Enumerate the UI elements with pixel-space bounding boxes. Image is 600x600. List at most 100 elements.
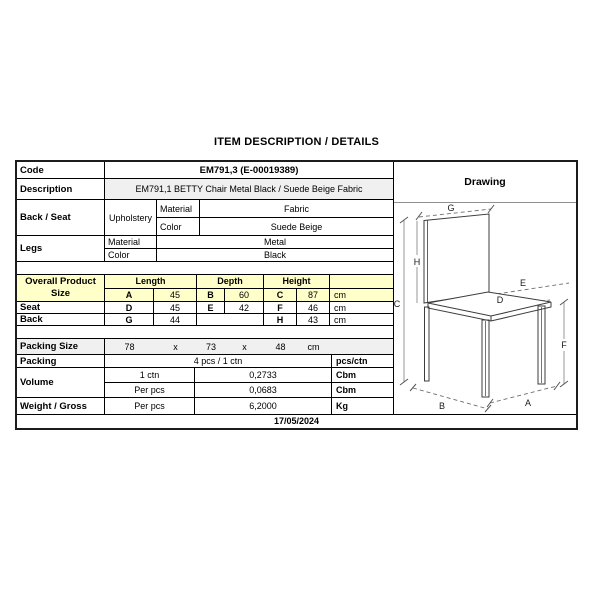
volume-subtable: 1 ctn 0,2733 Cbm Per pcs 0,0683 Cbm: [105, 368, 393, 397]
volume-label: Volume: [17, 368, 105, 397]
weight-unit: Kg: [336, 401, 348, 411]
back-size-row: Back G 44 H 43 cm: [17, 314, 393, 326]
unit-cell: cm: [334, 302, 346, 313]
packing-size-row: Packing Size 78 x 73 x 48 cm: [17, 339, 393, 355]
back-label: Back: [17, 314, 105, 325]
packing-size-x: x: [225, 339, 264, 354]
color-value: Suede Beige: [270, 221, 323, 232]
spacer-row: [17, 326, 393, 339]
spec-table-main: Code EM791,3 (E-00019389) Description EM…: [17, 162, 576, 415]
material-key: Material: [105, 236, 157, 248]
chair-backrest: [423, 213, 490, 304]
size-header-subtable: Length Depth Height A 45 B 60 C 87 cm: [105, 275, 393, 301]
page-title: ITEM DESCRIPTION / DETAILS: [213, 136, 380, 148]
legs-subtable: Material Metal Color Black: [105, 236, 393, 261]
dim-letter: G: [105, 314, 154, 325]
back-seat-color-row: Color Suede Beige: [157, 218, 393, 235]
dim-letter: D: [105, 302, 154, 313]
dim-value: 43: [297, 314, 330, 325]
weight-value: 6,2000: [195, 398, 332, 414]
dim-value: 44: [154, 314, 197, 325]
dim-label-a: A: [525, 398, 531, 408]
volume-pcs-row: Per pcs 0,0683 Cbm: [105, 383, 393, 397]
dim-label-e: E: [520, 278, 526, 288]
upholstery-cell: Upholstery: [105, 200, 157, 235]
date-row: 17/05/2024: [273, 416, 320, 426]
volume-value: 0,2733: [195, 368, 332, 382]
dim-value: 87: [297, 288, 330, 301]
size-dim-header-row: Length Depth Height: [105, 275, 393, 289]
label-bg: [559, 339, 569, 351]
volume-unit: Cbm: [336, 385, 356, 395]
description-value: EM791,1 BETTY Chair Metal Black / Suede …: [105, 179, 393, 199]
dim-label-h: H: [414, 257, 421, 267]
dim-label-f: F: [561, 340, 567, 350]
packing-size-part: 73: [197, 339, 225, 354]
packing-size-part: 78: [105, 339, 154, 354]
volume-rows: Volume 1 ctn 0,2733 Cbm Per pcs 0,0683 C…: [17, 368, 393, 398]
dim-value: 42: [225, 302, 264, 313]
details-section: Code EM791,3 (E-00019389) Description EM…: [17, 162, 394, 414]
legs-material-row: Material Metal: [105, 236, 393, 249]
chair-drawing-svg: G H C E D F A B: [394, 203, 570, 413]
length-header: Length: [105, 275, 197, 288]
seat-label: Seat: [17, 302, 105, 313]
unit-cell: cm: [334, 314, 346, 325]
color-key: Color: [157, 218, 200, 235]
dim-line-e: [489, 282, 570, 296]
dim-label-c: C: [394, 299, 401, 309]
chair-drawing: G H C E D F A B: [394, 203, 576, 414]
packing-size-x: x: [154, 339, 197, 354]
color-value: Black: [263, 250, 286, 260]
packing-label: Packing: [17, 355, 105, 367]
dim-letter: B: [197, 288, 225, 301]
dim-line-c: [399, 216, 409, 386]
drawing-title: Drawing: [394, 162, 576, 203]
back-seat-label: Back / Seat: [17, 200, 105, 235]
dim-label-g: G: [447, 203, 454, 213]
volume-key: 1 ctn: [105, 368, 195, 382]
label-bg: [445, 203, 457, 213]
label-bg: [412, 255, 422, 267]
packing-value: 4 pcs / 1 ctn: [105, 355, 332, 367]
material-value: Fabric: [283, 203, 309, 214]
code-value: EM791,3 (E-00019389): [199, 164, 299, 176]
code-row: Code EM791,3 (E-00019389): [17, 162, 393, 179]
back-seat-row: Back / Seat Upholstery Material Fabric C…: [17, 200, 393, 236]
depth-header: Depth: [197, 275, 264, 288]
volume-value: 0,0683: [195, 383, 332, 397]
dim-label-b: B: [439, 401, 445, 411]
back-seat-material-row: Material Fabric: [157, 200, 393, 218]
dim-value: 46: [297, 302, 330, 313]
dim-value: 60: [225, 288, 264, 301]
size-corner-label: Overall Product Size: [17, 275, 105, 301]
dim-value: 45: [154, 302, 197, 313]
empty-cell: [330, 339, 393, 354]
code-label: Code: [17, 162, 105, 178]
packing-size-part: 48: [264, 339, 297, 354]
dim-letter: F: [264, 302, 297, 313]
height-header: Height: [264, 275, 330, 288]
color-key: Color: [105, 249, 157, 261]
dim-line-g: [415, 204, 495, 221]
dim-line-b: [409, 383, 492, 413]
description-label: Description: [17, 179, 105, 199]
weight-row: Weight / Gross Per pcs 6,2000 Kg: [17, 398, 393, 414]
legs-label: Legs: [17, 236, 105, 261]
empty-merged-cell: [197, 314, 264, 325]
dim-letter: A: [105, 288, 154, 301]
size-overall-row: A 45 B 60 C 87 cm: [105, 288, 393, 301]
size-header-rows: Overall Product Size Length Depth Height…: [17, 275, 393, 302]
seat-size-row: Seat D 45 E 42 F 46 cm: [17, 302, 393, 314]
dim-line-a: [486, 381, 561, 408]
drawing-section: Drawing: [394, 162, 576, 414]
packing-size-label: Packing Size: [17, 339, 105, 354]
spacer-row: [17, 262, 393, 275]
packing-unit: pcs/ctn: [336, 356, 368, 366]
back-seat-subtable: Material Fabric Color Suede Beige: [157, 200, 393, 235]
volume-ctn-row: 1 ctn 0,2733 Cbm: [105, 368, 393, 383]
weight-key: Per pcs: [105, 398, 195, 414]
dim-letter: H: [264, 314, 297, 325]
packing-size-unit: cm: [297, 339, 330, 354]
chair-seat: [427, 291, 552, 322]
